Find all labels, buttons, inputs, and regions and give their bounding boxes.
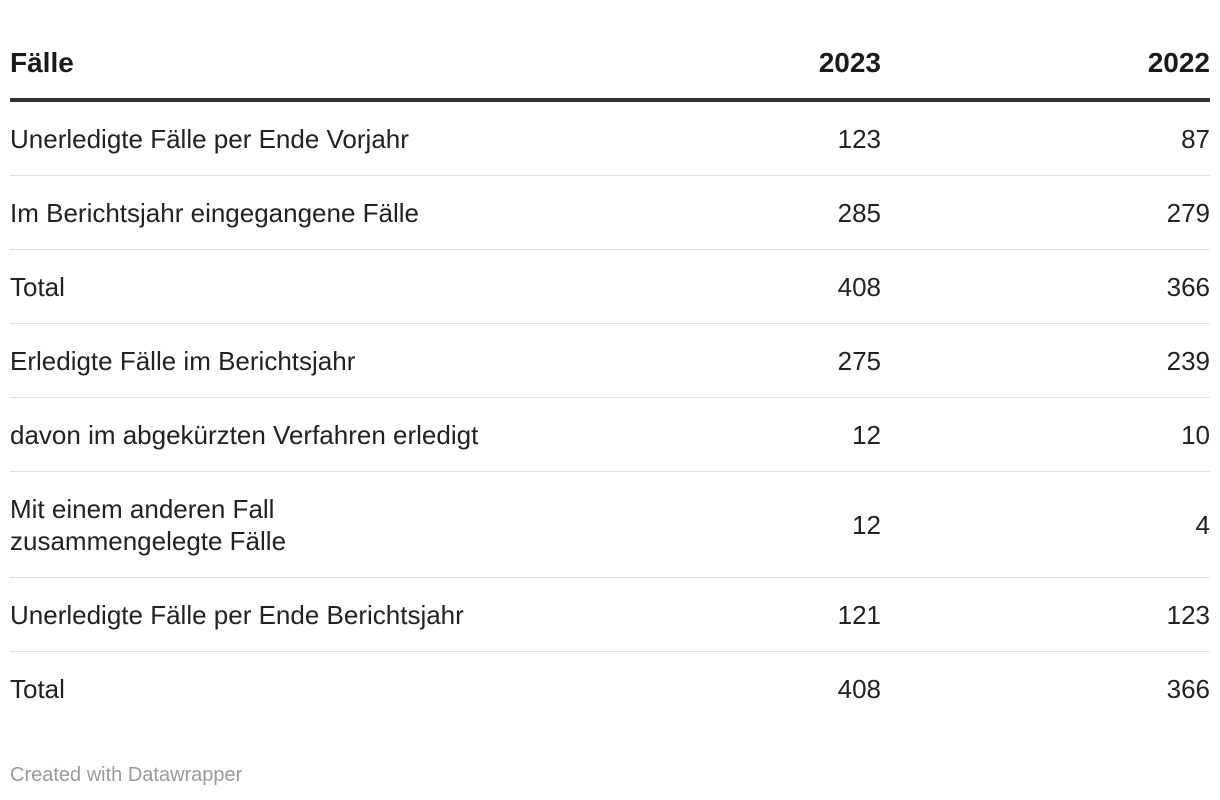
row-label: Im Berichtsjahr eingegangene Fälle	[10, 175, 660, 250]
value-2023: 408	[837, 673, 881, 704]
table-body: Unerledigte Fälle per Ende Vorjahr 123 87 I…	[10, 100, 1210, 725]
row-label: Unerledigte Fälle per Ende Vorjahr	[10, 100, 660, 176]
header-row: Fälle 2023 2022	[10, 30, 1210, 102]
table-row: Im Berichtsjahr eingegangene Fälle 285 279	[10, 175, 1210, 250]
value-2022: 366	[1166, 673, 1210, 704]
row-label: Mit einem anderen Fall zusammengelegte Fä…	[10, 471, 660, 578]
value-2022: 123	[881, 577, 1210, 652]
value-2023: 12	[660, 397, 881, 472]
data-table-container: Fälle 2023 2022 Unerledigte Fälle per En…	[10, 30, 1210, 725]
value-2023: 285	[660, 175, 881, 250]
row-label: davon im abgekürzten Verfahren erledigt	[10, 397, 660, 472]
table-row: Unerledigte Fälle per Ende Vorjahr 123 87	[10, 100, 1210, 176]
value-2022: 366	[881, 249, 1210, 324]
table-row: Total 408 366	[10, 652, 1210, 726]
data-table: Fälle 2023 2022 Unerledigte Fälle per En…	[10, 30, 1210, 725]
table-row: Unerledigte Fälle per Ende Berichtsjahr 1…	[10, 577, 1210, 652]
value-2022: 279	[881, 175, 1210, 250]
table-row: Mit einem anderen Fall zusammengelegte Fä…	[10, 471, 1210, 578]
value-2023: 408	[660, 249, 881, 324]
column-header-faelle[interactable]: Fälle	[10, 30, 660, 102]
row-label: Unerledigte Fälle per Ende Berichtsjahr	[10, 577, 660, 652]
table-row: davon im abgekürzten Verfahren erledigt 1…	[10, 397, 1210, 472]
value-2023: 123	[660, 100, 881, 176]
value-2022: 10	[881, 397, 1210, 472]
value-2022: 87	[881, 100, 1210, 176]
row-label: Total	[10, 249, 660, 324]
column-header-2022[interactable]: 2022	[881, 30, 1210, 102]
row-label: Total	[10, 673, 65, 704]
datawrapper-credit: Created with Datawrapper	[10, 764, 243, 786]
value-2022: 239	[881, 323, 1210, 398]
value-2022: 4	[881, 471, 1210, 578]
value-2023: 12	[660, 471, 881, 578]
table-row: Erledigte Fälle im Berichtsjahr 275 239	[10, 323, 1210, 398]
value-2023: 275	[660, 323, 881, 398]
column-header-2023[interactable]: 2023	[660, 30, 881, 102]
value-2023: 121	[660, 577, 881, 652]
row-label: Erledigte Fälle im Berichtsjahr	[10, 323, 660, 398]
table-row: Total 408 366	[10, 249, 1210, 324]
